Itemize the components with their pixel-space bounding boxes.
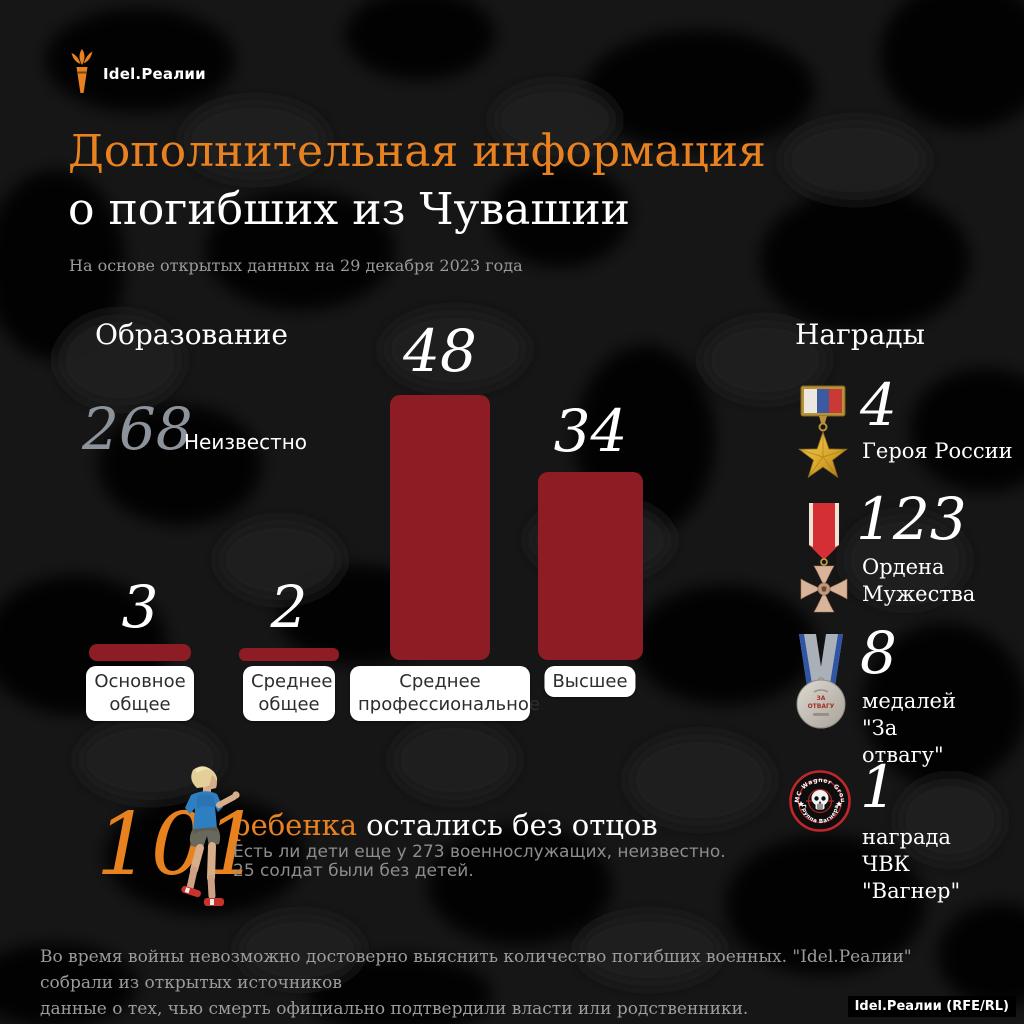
bar-srednee-obshchee [239, 648, 339, 661]
skull-glyph [811, 790, 829, 810]
bar-label-osnovnoe: Основное общее [86, 666, 194, 721]
award-count-order-of-courage: 123 [856, 485, 967, 553]
children-count: 101 [96, 795, 261, 895]
bar-osnovnoe-obshchee [89, 644, 191, 661]
award-label-order-of-courage: Ордена Мужества [862, 555, 976, 606]
subtitle-date-note: На основе открытых данных на 29 декабря … [69, 256, 523, 275]
patch-star-left [798, 801, 804, 807]
walking-child-photo [181, 766, 240, 906]
bar-value-srednee-prof: 48 [403, 317, 477, 385]
torch-icon [71, 49, 93, 93]
logo: Idel.Реалии [70, 48, 206, 100]
children-note-line2: 25 солдат были без детей. [233, 861, 474, 881]
bar-srednee-professionalnoe [390, 395, 490, 660]
bar-value-osnovnoe: 3 [121, 573, 159, 641]
page-title-line2: о погибших из Чувашии [68, 184, 630, 235]
award-label-wagner: награда ЧВК "Вагнер" [862, 825, 961, 903]
award-label-za-otvagu: медалей "За отвагу" [862, 689, 956, 767]
hero-of-russia-medal-icon [798, 385, 848, 479]
za-otvagu-medal-icon: ЗА ОТВАГУ [796, 634, 846, 729]
bar-value-srednee-obshchee: 2 [270, 573, 308, 641]
bar-label-srednee-obshchee: Среднее общее [243, 666, 335, 721]
credit-badge: Idel.Реалии (RFE/RL) [847, 996, 1016, 1017]
education-unknown-value: 268 [82, 395, 193, 463]
children-headline-rest: остались без отцов [366, 808, 658, 842]
awards-section-heading: Награды [795, 318, 925, 351]
education-section-heading: Образование [95, 318, 288, 351]
award-count-hero-of-russia: 4 [860, 371, 897, 439]
bar-vysshee [538, 472, 643, 660]
medal-text-otvagu: ОТВАГУ [808, 703, 835, 710]
children-headline: ребенка остались без отцов [232, 808, 658, 842]
award-count-za-otvagu: 8 [860, 619, 897, 687]
award-label-hero-of-russia: Героя России [862, 439, 1013, 463]
disclaimer-text: Во время войны невозможно достоверно выя… [40, 944, 990, 1022]
bar-label-vysshee: Высшее [544, 666, 636, 698]
disclaimer-line1: Во время войны невозможно достоверно выя… [40, 947, 912, 993]
bar-value-vysshee: 34 [553, 397, 628, 465]
patch-star-right [836, 801, 842, 807]
award-count-wagner: 1 [860, 753, 897, 821]
children-note-line1: Есть ли дети еще у 273 военнослужащих, н… [233, 842, 726, 862]
bar-label-srednee-prof: Среднее профессиональное [350, 666, 540, 721]
medal-text-za: ЗА [817, 695, 826, 702]
disclaimer-line2: данные о тех, чью смерть официально подт… [40, 999, 749, 1019]
page-title-line1: Дополнительная информация [68, 126, 766, 177]
wagner-pmc-patch-icon: PMC Wagner Group Группа Вагнера [789, 770, 851, 832]
order-of-courage-medal-icon [800, 503, 848, 613]
education-unknown-label: Неизвестно [184, 430, 308, 454]
logo-text: Idel.Реалии [103, 65, 206, 83]
children-headline-highlight: ребенка [232, 808, 358, 842]
